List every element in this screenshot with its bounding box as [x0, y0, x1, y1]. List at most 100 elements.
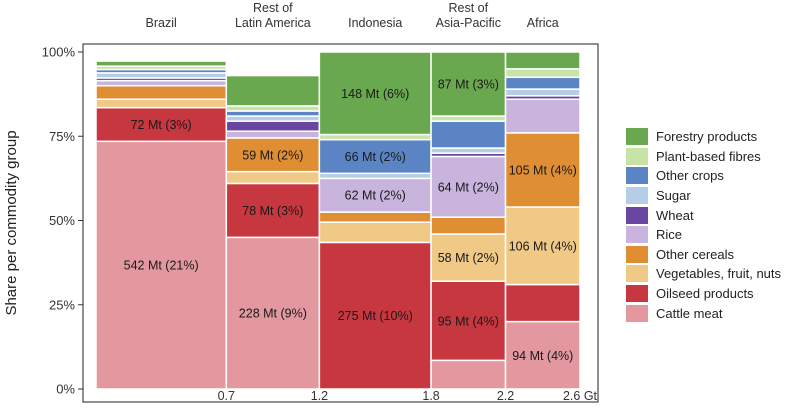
- legend-label: Plant-based fibres: [656, 148, 761, 164]
- legend-swatch: [626, 206, 648, 224]
- segment-label-indonesia-rice: 62 Mt (2%): [345, 189, 406, 203]
- bar-segment-rest-of-asia-pacific-other-crops: [430, 120, 507, 149]
- bar-segment-indonesia-sugar: [318, 172, 432, 180]
- legend-item-sugar: Sugar: [626, 186, 781, 206]
- legend-item-other-crops: Other crops: [626, 166, 781, 186]
- category-label-rest-of-asia-pacific: Asia-Pacific: [436, 16, 501, 30]
- y-tick-label: 25%: [49, 297, 75, 312]
- legend: Forestry products Plant-based fibres Other…: [626, 127, 781, 323]
- segment-label-rest-of-latin-america-cattle-meat: 228 Mt (9%): [239, 307, 307, 321]
- legend-label: Forestry products: [656, 129, 758, 145]
- bar-segment-rest-of-latin-america-sugar: [225, 115, 321, 122]
- bar-segment-africa-sugar: [504, 88, 581, 97]
- category-label-rest-of-latin-america: Latin America: [235, 16, 311, 30]
- legend-label: Rice: [656, 227, 683, 243]
- bar-segment-rest-of-latin-america-wheat: [225, 120, 321, 132]
- bar-segment-africa-forestry-products: [504, 51, 581, 70]
- y-tick-label: 100%: [42, 45, 76, 60]
- legend-swatch: [626, 226, 648, 244]
- bar-segment-brazil-forestry-products: [95, 60, 228, 67]
- legend-label: Other cereals: [656, 246, 735, 262]
- legend-label: Oilseed products: [656, 286, 754, 302]
- bar-segment-africa-other-crops: [504, 76, 581, 90]
- bar-segment-indonesia-other-cereals: [318, 211, 432, 223]
- segment-label-rest-of-asia-pacific-oilseed-products: 95 Mt (4%): [438, 314, 499, 328]
- bar-segment-africa-rice: [504, 98, 581, 134]
- y-tick-label: 0%: [56, 382, 75, 397]
- bar-segment-rest-of-latin-america-rice: [225, 130, 321, 139]
- bar-segment-brazil-other-cereals: [95, 84, 228, 100]
- legend-item-wheat: Wheat: [626, 205, 781, 225]
- segment-label-rest-of-asia-pacific-rice: 64 Mt (2%): [438, 180, 499, 194]
- legend-item-forestry-products: Forestry products: [626, 127, 781, 147]
- bar-segment-rest-of-asia-pacific-vegetables-fruit-nuts: [430, 233, 507, 282]
- bar-segment-rest-of-latin-america-vegetables-fruit-nuts: [225, 170, 321, 185]
- legend-item-plant-based-fibres: Plant-based fibres: [626, 147, 781, 167]
- bar-segment-rest-of-asia-pacific-forestry-products: [430, 51, 507, 117]
- bar-segment-indonesia-oilseed-products: [318, 241, 432, 390]
- bar-segment-rest-of-asia-pacific-rice: [430, 155, 507, 218]
- segment-label-africa-cattle-meat: 94 Mt (4%): [512, 349, 573, 363]
- x-tick-label: 2.6 Gt: [563, 389, 598, 403]
- y-tick-label: 50%: [49, 213, 75, 228]
- bar-segment-africa-plant-based-fibres: [504, 68, 581, 79]
- bar-segment-rest-of-asia-pacific-oilseed-products: [430, 280, 507, 362]
- y-axis-label: Share per commodity group: [3, 130, 20, 315]
- legend-label: Other crops: [656, 168, 724, 184]
- bar-segment-rest-of-asia-pacific-other-cereals: [430, 216, 507, 235]
- segment-label-indonesia-other-crops: 66 Mt (2%): [345, 150, 406, 164]
- bar-segment-brazil-vegetables-fruit-nuts: [95, 98, 228, 109]
- x-tick-label: 1.8: [422, 389, 439, 403]
- x-tick-label: 0.7: [218, 389, 235, 403]
- x-tick-label: 2.2: [497, 389, 514, 403]
- bar-segment-africa-cattle-meat: [504, 320, 581, 390]
- segment-label-rest-of-latin-america-other-cereals: 59 Mt (2%): [242, 148, 303, 162]
- plot-frame: [82, 43, 599, 403]
- bar-segment-rest-of-asia-pacific-plant-based-fibres: [430, 115, 507, 122]
- segment-label-africa-vegetables-fruit-nuts: 106 Mt (4%): [509, 239, 577, 253]
- bar-segment-rest-of-latin-america-plant-based-fibres: [225, 105, 321, 112]
- bar-segment-africa-oilseed-products: [504, 283, 581, 323]
- bar-segment-indonesia-vegetables-fruit-nuts: [318, 221, 432, 244]
- legend-item-oilseed-products: Oilseed products: [626, 284, 781, 304]
- legend-swatch: [626, 304, 648, 322]
- legend-label: Cattle meat: [656, 305, 723, 321]
- category-label-rest-of-latin-america: Rest of: [253, 1, 293, 15]
- legend-item-other-cereals: Other cereals: [626, 245, 781, 265]
- bar-segment-brazil-rice: [95, 79, 228, 87]
- segment-label-africa-other-cereals: 105 Mt (4%): [509, 163, 577, 177]
- bar-segment-rest-of-asia-pacific-sugar: [430, 147, 507, 154]
- category-label-rest-of-asia-pacific: Rest of: [449, 1, 489, 15]
- segment-label-indonesia-forestry-products: 148 Mt (6%): [341, 87, 409, 101]
- legend-swatch: [626, 265, 648, 283]
- category-label-indonesia: Indonesia: [348, 16, 402, 30]
- legend-label: Sugar: [656, 188, 691, 204]
- segment-label-rest-of-latin-america-oilseed-products: 78 Mt (3%): [242, 204, 303, 218]
- y-tick-label: 75%: [49, 129, 75, 144]
- bar-segment-africa-other-cereals: [504, 132, 581, 208]
- bar-segment-indonesia-other-crops: [318, 138, 432, 175]
- legend-label: Vegetables, fruit, nuts: [656, 266, 782, 282]
- bar-segment-rest-of-asia-pacific-cattle-meat: [430, 359, 507, 390]
- x-tick-label: 1.2: [311, 389, 328, 403]
- legend-swatch: [626, 147, 648, 165]
- legend-swatch: [626, 128, 648, 146]
- category-label-africa: Africa: [527, 16, 559, 30]
- legend-label: Wheat: [656, 207, 694, 223]
- legend-swatch: [626, 187, 648, 205]
- legend-swatch: [626, 167, 648, 185]
- legend-item-cattle-meat: Cattle meat: [626, 303, 781, 323]
- legend-swatch: [626, 245, 648, 263]
- legend-item-vegetables-fruit-nuts: Vegetables, fruit, nuts: [626, 264, 781, 284]
- segment-label-brazil-cattle-meat: 542 Mt (21%): [124, 259, 199, 273]
- bar-segment-brazil-sugar: [95, 72, 228, 79]
- segment-label-rest-of-asia-pacific-forestry-products: 87 Mt (3%): [438, 78, 499, 92]
- segment-labels: 542 Mt (21%) 72 Mt (3%) 228 Mt (9%) 78 Mt (…: [124, 78, 577, 363]
- segment-label-indonesia-oilseed-products: 275 Mt (10%): [338, 309, 413, 323]
- y-axis: 0% 25% 50% 75% 100%: [42, 45, 83, 397]
- x-axis: 0.7 1.2 1.8 2.2 2.6 Gt: [218, 389, 598, 403]
- bars-group: [95, 51, 581, 390]
- segment-label-brazil-oilseed-products: 72 Mt (3%): [131, 118, 192, 132]
